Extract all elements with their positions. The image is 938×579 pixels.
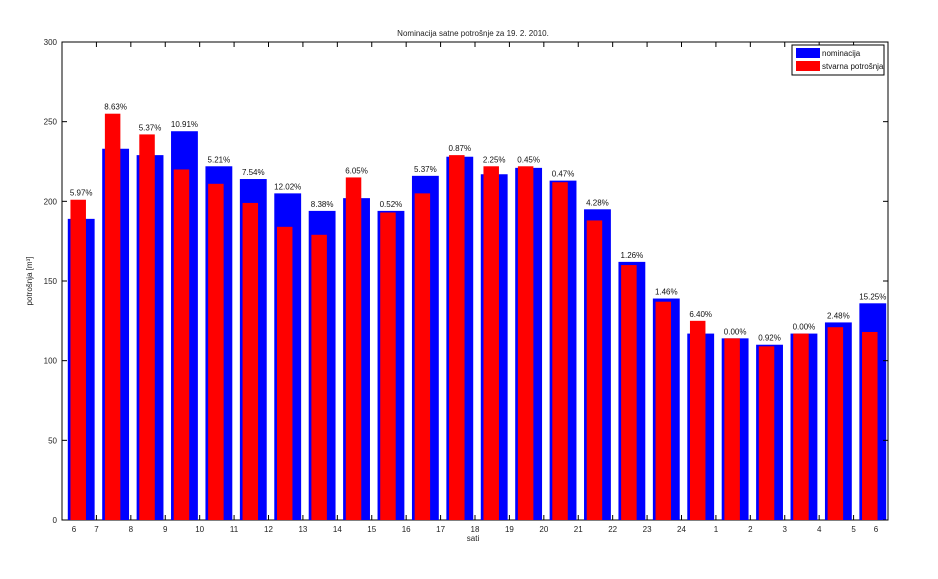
legend-label-nominacija: nominacija <box>822 49 861 58</box>
bar-stvarna-0 <box>70 199 86 521</box>
bar-stvarna-11 <box>449 155 465 521</box>
y-tick-label-200: 200 <box>44 197 58 206</box>
x-tick-label-2: 8 <box>129 525 134 534</box>
legend-label-stvarna: stvarna potrošnja <box>822 62 884 71</box>
legend-swatch-nominacija <box>796 48 820 58</box>
data-label-5: 7.54% <box>242 168 265 177</box>
x-tick-label-10: 16 <box>402 525 411 534</box>
x-tick-label-1: 7 <box>94 525 99 534</box>
x-tick-label-13: 19 <box>505 525 514 534</box>
data-label-11: 0.87% <box>448 144 471 153</box>
data-label-12: 2.25% <box>483 155 506 164</box>
x-tick-label-8: 14 <box>333 525 342 534</box>
legend-swatch-stvarna <box>796 61 820 71</box>
data-label-16: 1.26% <box>621 251 644 260</box>
x-tick-label-4: 10 <box>195 525 204 534</box>
data-label-20: 0.92% <box>758 334 781 343</box>
bar-stvarna-19 <box>724 338 740 520</box>
data-label-22: 2.48% <box>827 311 850 320</box>
x-tick-label-17: 23 <box>643 525 652 534</box>
bar-stvarna-13 <box>517 166 534 520</box>
bar-stvarna-18 <box>689 320 706 520</box>
data-label-21: 0.00% <box>793 323 816 332</box>
x-tick-label-7: 13 <box>298 525 307 534</box>
data-label-9: 0.52% <box>380 200 403 209</box>
data-label-2: 5.37% <box>139 123 162 132</box>
data-label-8: 6.05% <box>345 166 368 175</box>
data-label-19: 0.00% <box>724 327 747 336</box>
x-tick-label-14: 20 <box>539 525 548 534</box>
bar-stvarna-2 <box>139 134 155 520</box>
bar-stvarna-10 <box>414 193 431 520</box>
bar-stvarna-7 <box>311 234 327 520</box>
y-axis-title: potrošnja [m³] <box>25 257 34 306</box>
bar-stvarna-22 <box>827 327 844 520</box>
bar-stvarna-23 <box>862 331 878 520</box>
data-label-10: 5.37% <box>414 165 437 174</box>
x-tick-label-5: 11 <box>230 525 239 534</box>
x-tick-label-21: 3 <box>783 525 788 534</box>
bar-stvarna-5 <box>242 202 259 520</box>
x-tick-label-3: 9 <box>163 525 168 534</box>
bar-stvarna-15 <box>586 220 603 520</box>
bar-stvarna-20 <box>758 346 775 520</box>
bar-stvarna-17 <box>655 301 672 520</box>
data-label-15: 4.28% <box>586 198 609 207</box>
bar-stvarna-4 <box>208 183 224 520</box>
bar-stvarna-1 <box>104 113 121 520</box>
y-tick-label-250: 250 <box>44 118 58 127</box>
y-tick-label-100: 100 <box>44 357 58 366</box>
x-tick-label-20: 2 <box>748 525 753 534</box>
x-tick-label-11: 17 <box>436 525 445 534</box>
x-tick-label-6: 12 <box>264 525 273 534</box>
x-tick-label-12: 18 <box>471 525 480 534</box>
x-tick-label-22: 4 <box>817 525 822 534</box>
data-label-1: 8.63% <box>104 103 127 112</box>
y-tick-label-50: 50 <box>48 436 57 445</box>
x-tick-label-18: 24 <box>677 525 686 534</box>
x-tick-label-15: 21 <box>574 525 583 534</box>
bar-stvarna-21 <box>793 333 809 520</box>
x-tick-label-0: 6 <box>72 525 77 534</box>
x-tick-label-9: 15 <box>367 525 376 534</box>
data-label-13: 0.45% <box>517 155 540 164</box>
x-tick-label-24: 6 <box>874 525 879 534</box>
x-tick-label-16: 22 <box>608 525 617 534</box>
data-label-0: 5.97% <box>70 189 93 198</box>
x-tick-label-19: 1 <box>714 525 719 534</box>
bar-stvarna-3 <box>173 169 190 520</box>
x-axis-title: sati <box>467 534 480 543</box>
chart-title: Nominacija satne potrošnje za 19. 2. 201… <box>397 29 549 38</box>
y-tick-label-0: 0 <box>53 516 58 525</box>
data-label-4: 5.21% <box>208 155 231 164</box>
y-tick-label-150: 150 <box>44 277 58 286</box>
bar-stvarna-8 <box>345 177 362 520</box>
legend: nominacija stvarna potrošnja <box>791 44 885 76</box>
data-label-18: 6.40% <box>689 310 712 319</box>
bar-stvarna-16 <box>621 265 637 520</box>
bar-stvarna-6 <box>276 226 293 520</box>
data-label-6: 12.02% <box>274 182 301 191</box>
y-tick-label-300: 300 <box>44 38 58 47</box>
x-tick-label-23: 5 <box>851 525 856 534</box>
data-label-7: 8.38% <box>311 200 334 209</box>
data-label-3: 10.91% <box>171 120 198 129</box>
bar-stvarna-9 <box>380 212 396 520</box>
data-label-14: 0.47% <box>552 170 575 179</box>
bar-stvarna-12 <box>483 166 499 520</box>
bar-stvarna-14 <box>552 182 568 521</box>
data-label-23: 15.25% <box>859 292 886 301</box>
data-label-17: 1.46% <box>655 288 678 297</box>
plot-area <box>61 41 889 521</box>
